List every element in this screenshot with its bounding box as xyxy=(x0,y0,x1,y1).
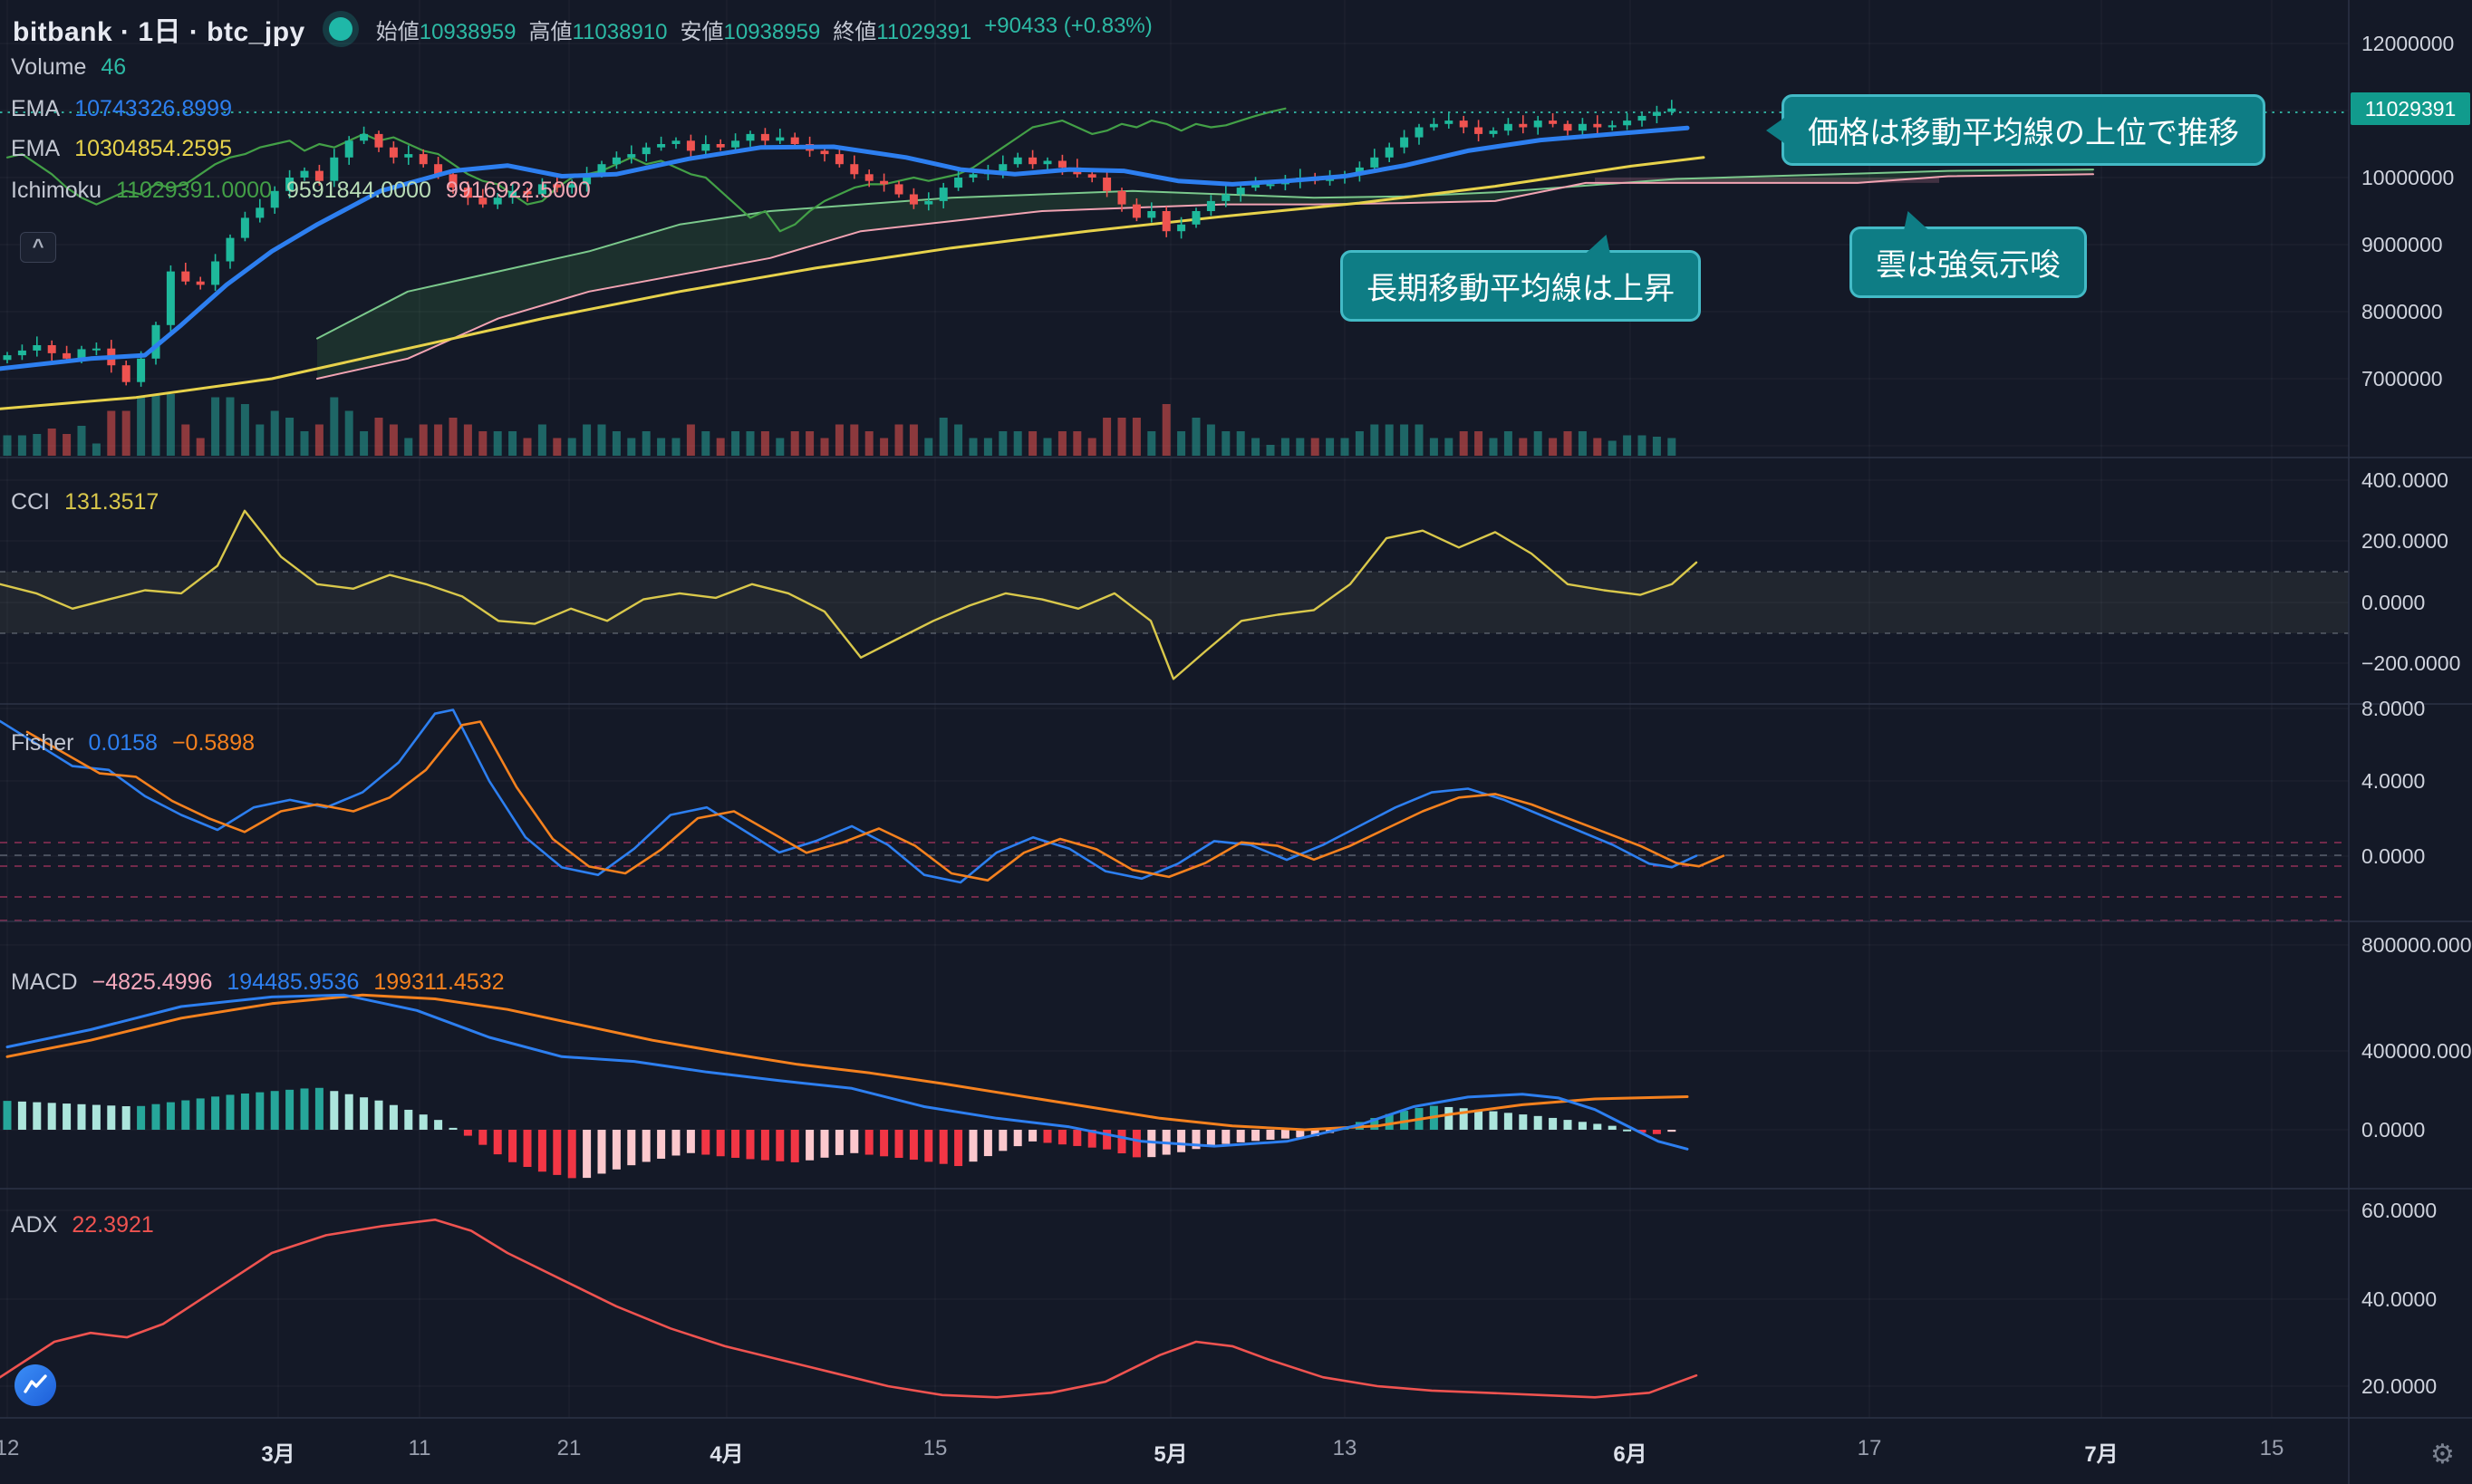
pane-collapse-button[interactable]: ^ xyxy=(20,232,56,263)
symbol-title[interactable]: bitbank · 1日 · btc_jpy xyxy=(13,17,305,47)
close-value: 11029391 xyxy=(876,19,972,44)
legend-ichimoku[interactable]: Ichimoku 11029391.0000 9591844.0000 9916… xyxy=(11,178,591,204)
axis-time-label: 4月 xyxy=(710,1442,744,1467)
axis-time-label: 15 xyxy=(2259,1436,2284,1460)
low-label: 安値 xyxy=(680,19,724,44)
axis-time-label: 17 xyxy=(1857,1436,1882,1460)
axis-price-label: 0.0000 xyxy=(2361,844,2426,868)
axis-price-label: 400000.0000 xyxy=(2361,1039,2472,1063)
axis-price-label: 8000000 xyxy=(2361,300,2443,323)
axis-price-label: 10000000 xyxy=(2361,166,2455,189)
cci-label: CCI xyxy=(11,489,51,515)
macd-hist-value: −4825.4996 xyxy=(92,969,213,995)
ema-fast-value: 10743326.8999 xyxy=(74,96,232,121)
axis-time-label: 15 xyxy=(922,1436,948,1460)
fisher-value-2: −0.5898 xyxy=(171,730,256,756)
logo-arrow-icon xyxy=(24,1374,47,1393)
axis-time-label: 5月 xyxy=(1154,1442,1188,1467)
axis-price-label: 60.0000 xyxy=(2361,1199,2438,1222)
axis-price-label: 0.0000 xyxy=(2361,1118,2426,1142)
time-axis-settings-gear-icon[interactable]: ⚙ xyxy=(2430,1440,2455,1470)
volume-value: 46 xyxy=(101,54,127,80)
legend-macd[interactable]: MACD −4825.4996 194485.9536 199311.4532 xyxy=(11,969,505,996)
callout-annotation[interactable]: 長期移動平均線は上昇 xyxy=(1340,223,1701,322)
ema-slow-value: 10304854.2595 xyxy=(74,136,232,161)
time-scale[interactable]: 12 3月 11 21 4月 15 5月 13 6月 17 7月 15 xyxy=(0,1418,2472,1484)
axis-time-label: 7月 xyxy=(2084,1442,2119,1467)
open-value: 10938959 xyxy=(419,19,517,44)
axis-price-label: 40.0000 xyxy=(2361,1287,2438,1311)
ema-slow-label: EMA xyxy=(11,136,61,161)
callout-annotation[interactable]: 雲は強気示唆 xyxy=(1849,199,2087,298)
change-value: +90433 (+0.83%) xyxy=(984,13,1153,38)
low-value: 10938959 xyxy=(723,19,821,44)
legend-ema-slow[interactable]: EMA 10304854.2595 xyxy=(11,136,232,162)
cci-value: 131.3517 xyxy=(64,489,159,515)
legend-adx[interactable]: ADX 22.3921 xyxy=(11,1212,154,1238)
legend-fisher[interactable]: Fisher 0.0158 −0.5898 xyxy=(11,730,255,756)
ichimoku-label: Ichimoku xyxy=(11,178,102,203)
legend-cci[interactable]: CCI 131.3517 xyxy=(11,489,159,516)
fisher-value-1: 0.0158 xyxy=(88,730,158,756)
price-scale[interactable]: 12000000 10000000 9000000 8000000 7000000 400… xyxy=(2349,0,2472,1418)
open-label: 始値 xyxy=(375,19,420,44)
ichimoku-value-3: 9916922.5000 xyxy=(445,178,591,203)
chart-header: bitbank · 1日 · btc_jpy 始値10938959 高値1103… xyxy=(13,9,1153,49)
macd-signal-value: 199311.4532 xyxy=(373,969,505,995)
ichimoku-value-1: 11029391.0000 xyxy=(116,178,272,203)
macd-label: MACD xyxy=(11,969,78,995)
axis-price-label: 4.0000 xyxy=(2361,769,2426,793)
axis-price-label: 0.0000 xyxy=(2361,591,2426,614)
macd-line-value: 194485.9536 xyxy=(227,969,360,995)
axis-price-label: 7000000 xyxy=(2361,367,2443,390)
legend-ema-fast[interactable]: EMA 10743326.8999 xyxy=(11,96,232,122)
callout-annotation[interactable]: 価格は移動平均線の上位で推移 xyxy=(1766,94,2265,166)
volume-label: Volume xyxy=(11,54,87,80)
fisher-label: Fisher xyxy=(11,730,74,756)
ema-fast-label: EMA xyxy=(11,96,61,121)
axis-time-label: 6月 xyxy=(1613,1442,1647,1467)
axis-price-label: 8.0000 xyxy=(2361,697,2426,720)
high-label: 高値 xyxy=(528,19,573,44)
axis-price-label: 9000000 xyxy=(2361,233,2443,256)
legend-volume[interactable]: Volume 46 xyxy=(11,54,126,81)
axis-time-label: 13 xyxy=(1332,1436,1357,1460)
ichimoku-value-2: 9591844.0000 xyxy=(285,178,431,203)
adx-label: ADX xyxy=(11,1212,58,1238)
axis-time-label: 3月 xyxy=(261,1442,295,1467)
adx-value: 22.3921 xyxy=(72,1212,154,1238)
axis-price-label: 20.0000 xyxy=(2361,1374,2438,1398)
close-label: 終値 xyxy=(833,19,877,44)
axis-time-label: 12 xyxy=(0,1436,20,1460)
high-value: 11038910 xyxy=(572,19,668,44)
last-price-label: 11029391 xyxy=(2351,92,2470,125)
axis-price-label: 400.0000 xyxy=(2361,468,2448,492)
axis-time-label: 21 xyxy=(556,1436,582,1460)
axis-price-label: 12000000 xyxy=(2361,32,2455,55)
ohlc-values: 始値10938959 高値11038910 安値10938959 終値11029… xyxy=(376,14,1153,45)
data-status-icon[interactable] xyxy=(328,17,352,41)
axis-price-label: 200.0000 xyxy=(2361,529,2448,553)
axis-time-label: 11 xyxy=(408,1436,431,1460)
axis-price-label: 800000.0000 xyxy=(2361,933,2472,957)
axis-price-label: −200.0000 xyxy=(2361,651,2461,675)
tradingview-logo[interactable] xyxy=(14,1364,56,1406)
callout-tail xyxy=(1753,117,1784,143)
